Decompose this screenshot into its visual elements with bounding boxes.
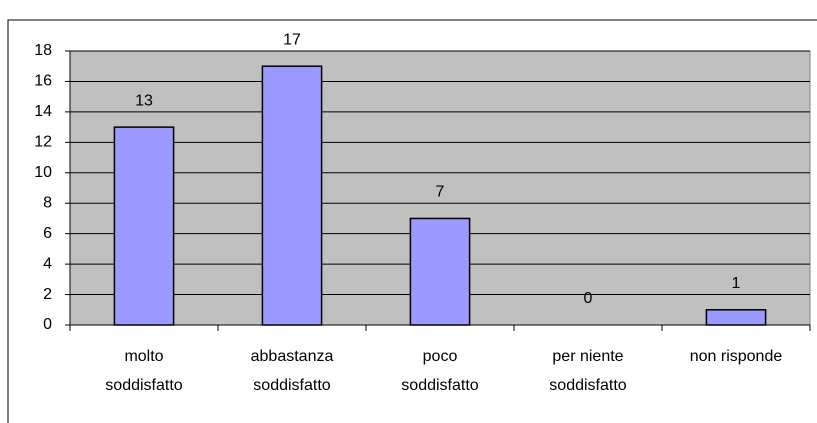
value-label: 0 (584, 290, 593, 307)
y-tick-label: 2 (43, 286, 52, 303)
y-tick-label: 6 (43, 225, 52, 242)
bar (113, 126, 175, 326)
value-label: 1 (732, 275, 741, 292)
y-tick-label: 14 (34, 103, 52, 120)
x-tick-label: per niente soddisfatto (549, 348, 626, 394)
bar (705, 309, 767, 326)
value-label: 17 (283, 31, 301, 48)
value-label: 13 (135, 92, 153, 109)
y-tick-label: 4 (43, 255, 52, 272)
y-tick-label: 10 (34, 164, 52, 181)
y-tick-label: 16 (34, 73, 52, 90)
x-tick-label: non risponde (690, 348, 783, 365)
value-label: 7 (436, 184, 445, 201)
bar (409, 217, 471, 326)
x-tick-label: molto soddisfatto (105, 348, 182, 394)
y-tick-label: 18 (34, 42, 52, 59)
y-tick-label: 8 (43, 194, 52, 211)
bar (261, 65, 323, 326)
x-tick-label: poco soddisfatto (401, 348, 478, 394)
y-tick-label: 12 (34, 134, 52, 151)
y-tick-label: 0 (43, 316, 52, 333)
x-tick-label: abbastanza soddisfatto (251, 348, 334, 394)
